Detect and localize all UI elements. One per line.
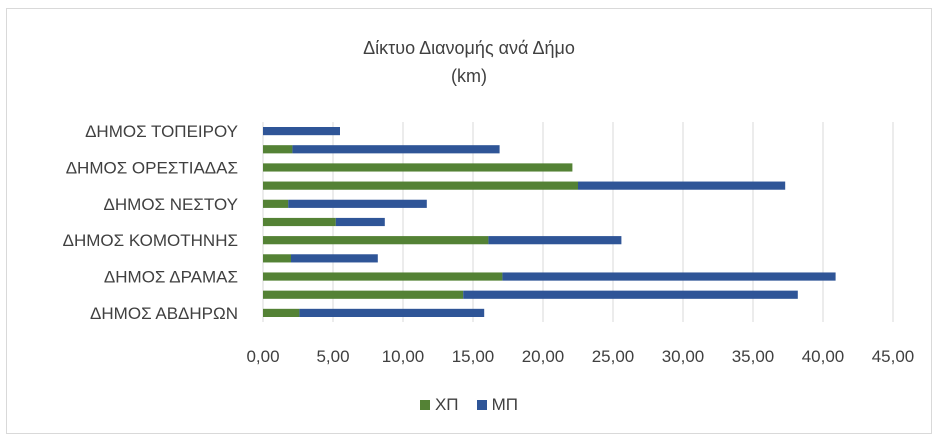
legend-swatch-xp <box>419 400 430 410</box>
bar-mp <box>263 127 340 136</box>
bar-mp <box>578 181 786 190</box>
category-label: ΔΗΜΟΣ ΝΕΣΤΟΥ <box>104 195 238 214</box>
bar-xp <box>263 181 578 190</box>
category-label: ΔΗΜΟΣ ΔΡΑΜΑΣ <box>104 268 238 287</box>
bar-xp <box>263 217 336 227</box>
bar-xp <box>263 254 291 263</box>
bar-mp <box>335 217 385 227</box>
bar-xp <box>263 308 300 317</box>
legend-item-xp: ΧΠ <box>419 395 459 415</box>
chart-title: Δίκτυο Διανομής ανά Δήμο <box>363 38 575 58</box>
bar-xp <box>263 290 464 299</box>
legend-label-xp: ΧΠ <box>434 395 459 414</box>
bar-xp <box>263 163 573 172</box>
x-tick-label: 45,00 <box>872 347 915 366</box>
bar-xp <box>263 199 289 208</box>
bar-mp <box>463 290 798 299</box>
x-tick-label: 30,00 <box>662 347 705 366</box>
x-tick-label: 35,00 <box>732 347 775 366</box>
chart-frame <box>6 8 932 434</box>
x-tick-label: 10,00 <box>382 347 425 366</box>
bar-mp <box>488 236 622 245</box>
bar-mp <box>291 254 378 263</box>
x-tick-label: 15,00 <box>452 347 495 366</box>
chart-subtitle: (km) <box>451 66 487 86</box>
bar-xp <box>263 236 489 245</box>
x-tick-label: 5,00 <box>316 347 349 366</box>
legend: ΧΠ ΜΠ <box>0 395 938 415</box>
category-label: ΔΗΜΟΣ ΤΟΠΕΙΡΟΥ <box>85 122 238 141</box>
x-tick-label: 25,00 <box>592 347 635 366</box>
bar-mp <box>288 199 427 208</box>
bar-xp <box>263 145 293 154</box>
bar-mp <box>299 308 485 317</box>
bar-mp <box>502 272 836 281</box>
category-label: ΔΗΜΟΣ ΑΒΔΗΡΩΝ <box>90 304 238 323</box>
bar-mp <box>292 145 500 154</box>
x-tick-label: 40,00 <box>802 347 845 366</box>
x-tick-label: 0,00 <box>246 347 279 366</box>
legend-item-mp: ΜΠ <box>476 395 519 415</box>
legend-label-mp: ΜΠ <box>491 395 519 414</box>
category-label: ΔΗΜΟΣ ΚΟΜΟΤΗΝΗΣ <box>63 231 238 250</box>
category-label: ΔΗΜΟΣ ΟΡΕΣΤΙΑΔΑΣ <box>66 158 238 177</box>
x-tick-label: 20,00 <box>522 347 565 366</box>
bar-xp <box>263 272 503 281</box>
legend-swatch-mp <box>476 400 487 410</box>
